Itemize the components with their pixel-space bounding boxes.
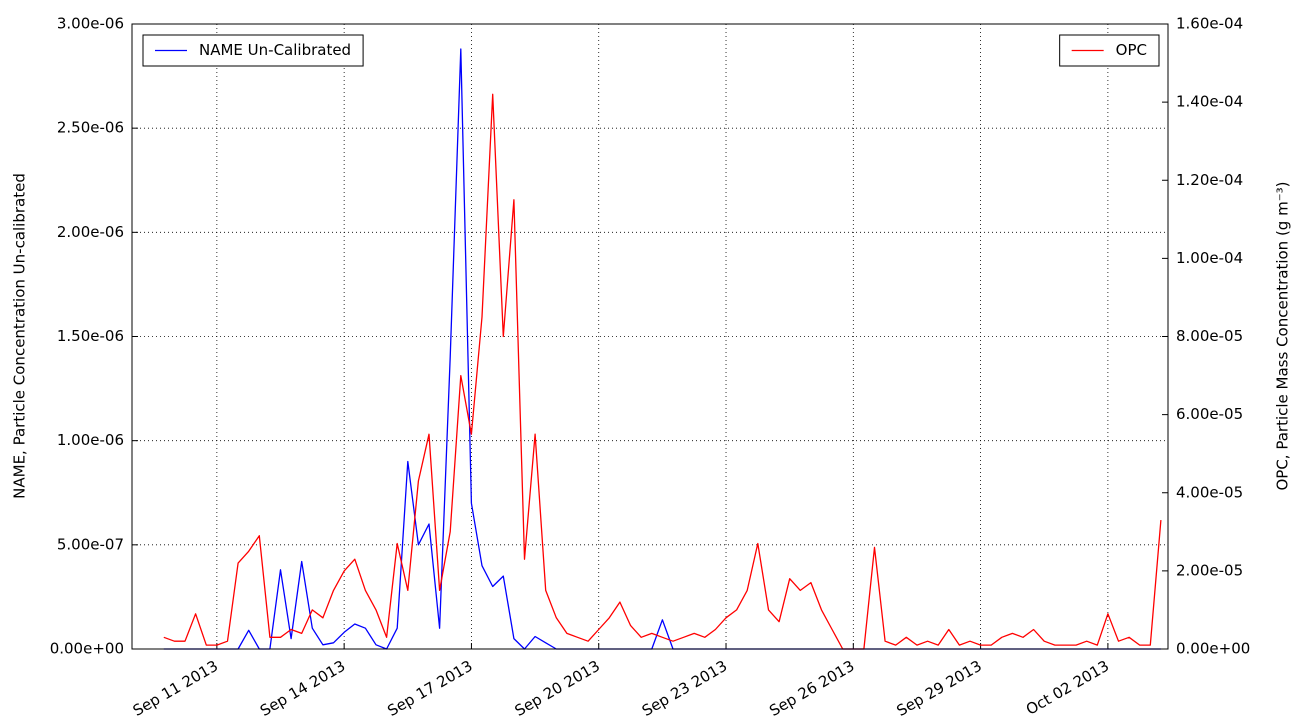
x-tick-label: Sep 14 2013: [257, 657, 348, 720]
y-tick-label: 3.00e-06: [57, 15, 124, 33]
y2-tick-label: 0.00e+00: [1176, 640, 1250, 658]
x-tick-label: Sep 26 2013: [766, 657, 857, 720]
legend-label: NAME Un-Calibrated: [199, 41, 351, 59]
x-tick-label: Sep 20 2013: [512, 657, 603, 720]
y-tick-label: 2.50e-06: [57, 119, 124, 137]
y-tick-label: 1.50e-06: [57, 327, 124, 345]
y2-tick-label: 1.00e-04: [1176, 249, 1243, 267]
series-line: [163, 48, 1161, 650]
y-tick-label: 1.00e-06: [57, 431, 124, 449]
y-axis-label: NAME, Particle Concentration Un-calibrat…: [11, 173, 29, 499]
y2-tick-label: 6.00e-05: [1176, 405, 1243, 423]
y2-tick-label: 8.00e-05: [1176, 327, 1243, 345]
y2-axis-label: OPC, Particle Mass Concentration (g m⁻³): [1274, 181, 1292, 490]
series-line: [163, 93, 1162, 650]
x-tick-label: Sep 23 2013: [639, 657, 730, 720]
plot-frame: [131, 23, 1169, 650]
y-tick-label: 5.00e-07: [57, 535, 124, 553]
y2-tick-label: 1.40e-04: [1176, 93, 1243, 111]
y-tick-label: 0.00e+00: [50, 640, 124, 658]
y2-tick-label: 4.00e-05: [1176, 483, 1243, 501]
legend-box: [1059, 34, 1160, 67]
x-tick-label: Sep 17 2013: [384, 657, 475, 720]
legend-label: OPC: [1116, 41, 1147, 59]
y2-tick-label: 2.00e-05: [1176, 561, 1243, 579]
y2-tick-label: 1.20e-04: [1176, 171, 1243, 189]
y2-tick-label: 1.60e-04: [1176, 15, 1243, 33]
x-tick-label: Sep 11 2013: [130, 657, 221, 720]
x-tick-label: Oct 02 2013: [1023, 657, 1112, 719]
x-tick-label: Sep 29 2013: [894, 657, 985, 720]
y-tick-label: 2.00e-06: [57, 223, 124, 241]
